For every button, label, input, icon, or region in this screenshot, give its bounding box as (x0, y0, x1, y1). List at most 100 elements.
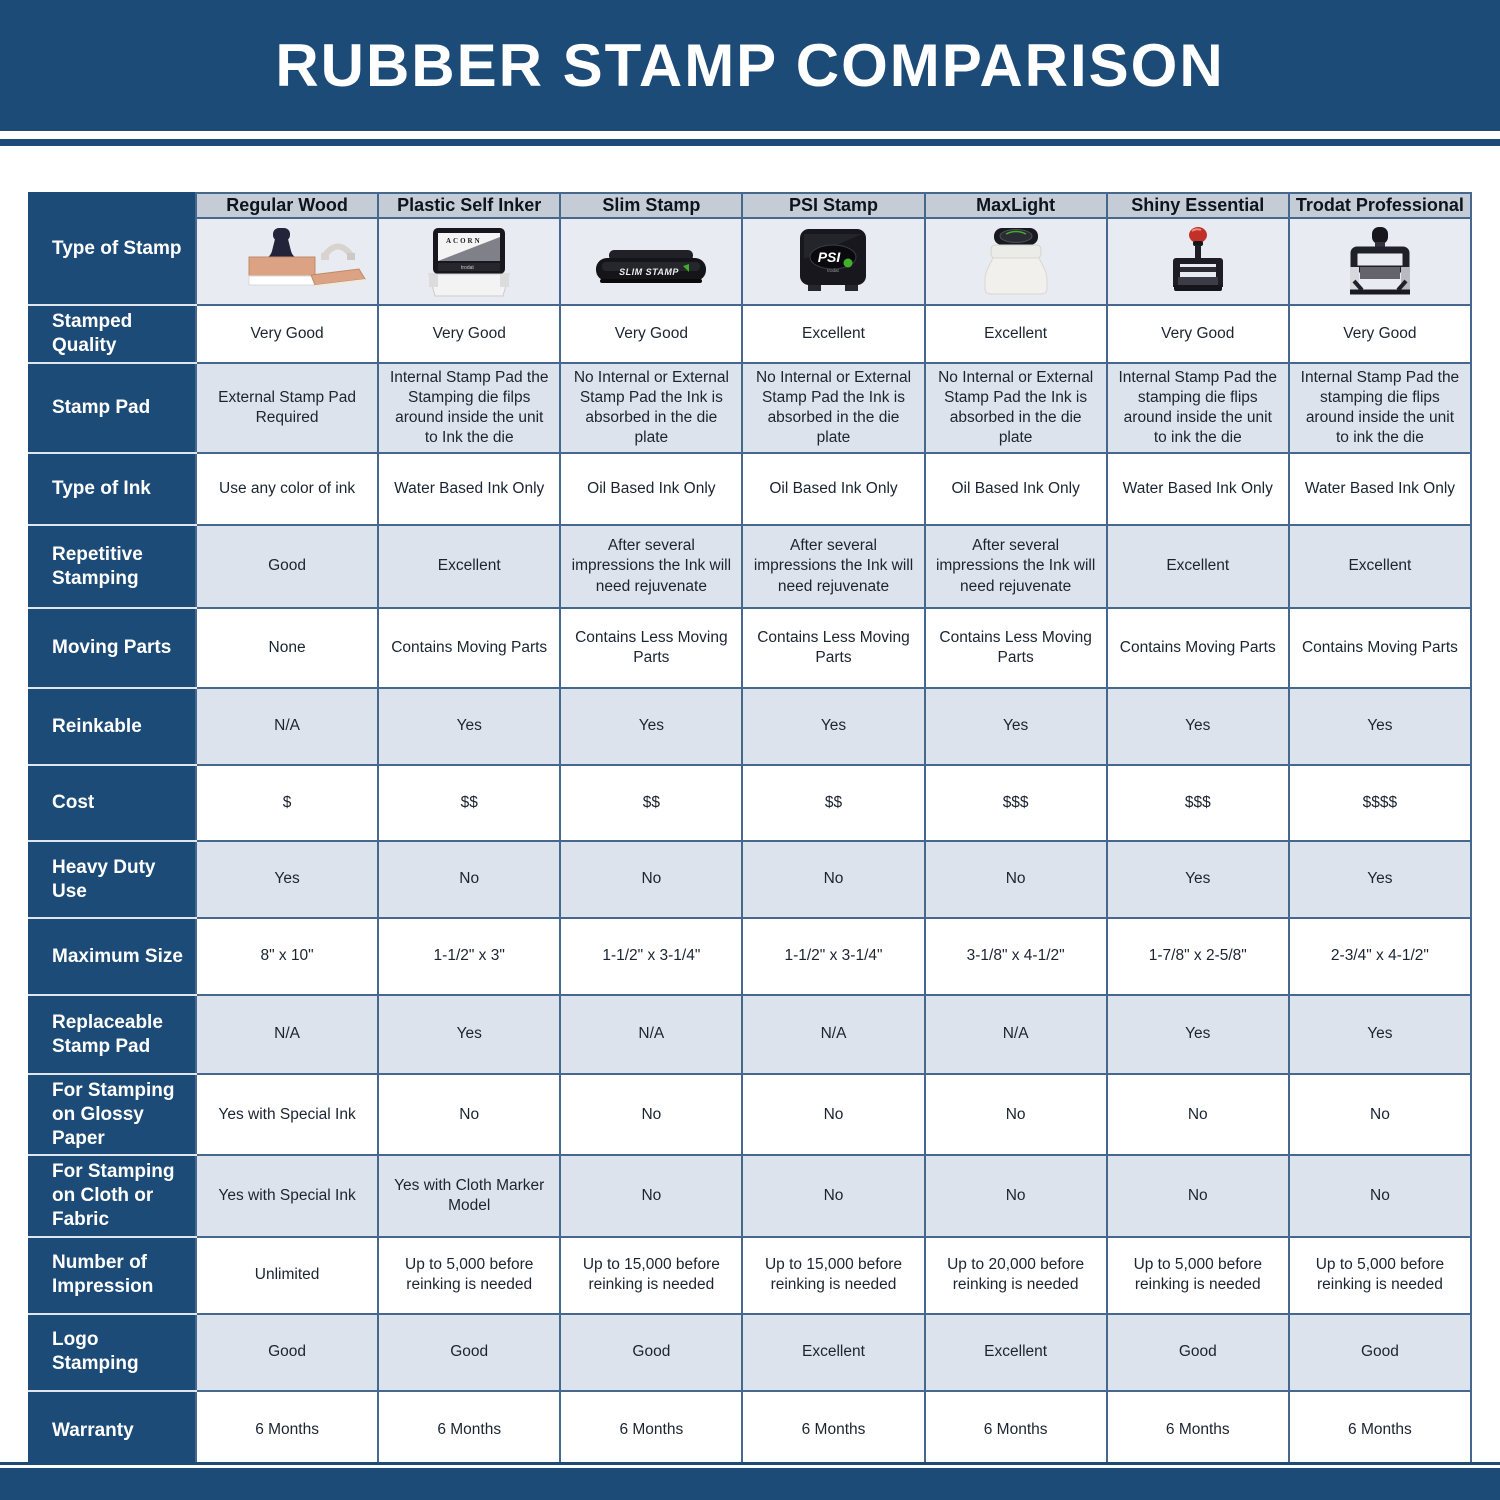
table-cell: Excellent (1287, 524, 1473, 610)
table-row: Repetitive Stamping Good Excellent After se… (28, 524, 1473, 610)
table-cell: Yes (1287, 687, 1473, 767)
table-cell: No (559, 1154, 744, 1238)
table-cell: 6 Months (377, 1389, 562, 1472)
svg-text:PSI: PSI (818, 249, 842, 265)
table-row: For Stamping on Glossy Paper Yes with Spe… (28, 1073, 1473, 1157)
table-cell: Very Good (1287, 304, 1473, 364)
table-cell: $$$$ (1287, 764, 1473, 843)
regular-wood-stamp-cell (194, 217, 380, 306)
column-header-regular-wood: Regular Wood (194, 192, 380, 219)
table-cell: Contains Moving Parts (1105, 607, 1290, 690)
table-cell: No (741, 840, 926, 920)
svg-text:SLIM STAMP: SLIM STAMP (619, 267, 679, 277)
row-label: Reinkable (28, 687, 197, 767)
table-cell: No (1287, 1073, 1473, 1157)
table-cell: $ (194, 764, 380, 843)
table-cell: No Internal or External Stamp Pad the In… (741, 361, 926, 455)
table-cell: N/A (194, 687, 380, 767)
table-cell: No (559, 840, 744, 920)
shiny-essential-stamp-cell (1105, 217, 1290, 306)
table-row: Heavy Duty Use Yes No No No No Yes Yes (28, 840, 1473, 920)
table-row: Cost $ $$ $$ $$ $$$ $$$ $$$$ (28, 764, 1473, 843)
plastic-self-inker-stamp-cell: ACORN trodat (377, 217, 562, 306)
footer (0, 1462, 1500, 1500)
table-cell: Up to 5,000 before reinking is needed (1287, 1235, 1473, 1315)
table-cell: Up to 15,000 before reinking is needed (559, 1235, 744, 1315)
table-cell: Use any color of ink (194, 452, 380, 527)
table-cell: After several impressions the Ink will n… (741, 524, 926, 610)
table-cell: 2-3/4" x 4-1/2" (1287, 917, 1473, 997)
table-cell: Yes (194, 840, 380, 920)
table-cell: No (377, 840, 562, 920)
table-cell: Yes (1105, 994, 1290, 1076)
table-cell: Very Good (559, 304, 744, 364)
maxlight-stamp-cell (923, 217, 1108, 306)
table-cell: Up to 5,000 before reinking is needed (377, 1235, 562, 1315)
footer-divider-rule (0, 1462, 1500, 1465)
table-cell: 1-1/2" x 3" (377, 917, 562, 997)
table-cell: After several impressions the Ink will n… (559, 524, 744, 610)
table-cell: N/A (741, 994, 926, 1076)
table-body: Stamped Quality Very Good Very Good Very Go… (28, 304, 1473, 1472)
table-cell: 6 Months (194, 1389, 380, 1472)
table-cell: None (194, 607, 380, 690)
table-cell: $$$ (923, 764, 1108, 843)
table-cell: No Internal or External Stamp Pad the In… (559, 361, 744, 455)
table-cell: Yes (559, 687, 744, 767)
table-cell: Good (194, 1312, 380, 1392)
trodat-professional-stamp-icon (1349, 226, 1410, 294)
svg-text:trodat: trodat (828, 268, 840, 273)
table-cell: Contains Less Moving Parts (923, 607, 1108, 690)
table-cell: 6 Months (923, 1389, 1108, 1472)
table-cell: Excellent (377, 524, 562, 610)
table-cell: Good (194, 524, 380, 610)
table-cell: Up to 20,000 before reinking is needed (923, 1235, 1108, 1315)
table-cell: 1-1/2" x 3-1/4" (741, 917, 926, 997)
table-cell: Yes with Cloth Marker Model (377, 1154, 562, 1238)
table-row: Moving Parts None Contains Moving Parts Con… (28, 607, 1473, 690)
table-row: Stamp Pad External Stamp Pad Required Inte… (28, 361, 1473, 455)
table-cell: No (741, 1073, 926, 1157)
table-cell: Contains Less Moving Parts (559, 607, 744, 690)
table-row: Reinkable N/A Yes Yes Yes Yes Yes Yes (28, 687, 1473, 767)
column-header-row: Type of Stamp Regular Wood Plastic Self … (28, 192, 1473, 306)
table-cell: Yes (1287, 840, 1473, 920)
psi-stamp-cell: PSI trodat (741, 217, 926, 306)
table-cell: Oil Based Ink Only (559, 452, 744, 527)
table-cell: Yes (377, 687, 562, 767)
column-header-maxlight: MaxLight (923, 192, 1108, 219)
table-cell: Very Good (1105, 304, 1290, 364)
table-cell: Yes (1105, 840, 1290, 920)
table-cell: Good (377, 1312, 562, 1392)
column-header-shiny-essential: Shiny Essential (1105, 192, 1290, 219)
table-cell: No (559, 1073, 744, 1157)
comparison-table-wrap: Type of Stamp Regular Wood Plastic Self … (28, 192, 1473, 1472)
row-label: Heavy Duty Use (28, 840, 197, 920)
table-cell: N/A (923, 994, 1108, 1076)
table-cell: After several impressions the Ink will n… (923, 524, 1108, 610)
svg-text:ACORN: ACORN (446, 237, 482, 245)
table-cell: Unlimited (194, 1235, 380, 1315)
slim-stamp-cell: SLIM STAMP (559, 217, 744, 306)
slim-stamp-icon: SLIM STAMP (596, 249, 707, 283)
table-cell: Yes (1105, 687, 1290, 767)
table-cell: $$$ (1105, 764, 1290, 843)
table-cell: Excellent (923, 304, 1108, 364)
row-label: Stamp Pad (28, 361, 197, 455)
column-header-plastic-self-inker: Plastic Self Inker (377, 192, 562, 219)
table-cell: No (923, 1073, 1108, 1157)
table-cell: Water Based Ink Only (377, 452, 562, 527)
psi-stamp-icon: PSI trodat (800, 228, 867, 291)
table-cell: No (923, 1154, 1108, 1238)
table-cell: Internal Stamp Pad the stamping die flip… (1287, 361, 1473, 455)
row-label: Logo Stamping (28, 1312, 197, 1392)
table-cell: Yes (741, 687, 926, 767)
table-cell: Contains Moving Parts (1287, 607, 1473, 690)
table-cell: Yes with Special Ink (194, 1154, 380, 1238)
table-cell: Oil Based Ink Only (741, 452, 926, 527)
table-row: Warranty 6 Months 6 Months 6 Months 6 Months… (28, 1389, 1473, 1472)
table-cell: Very Good (377, 304, 562, 364)
maxlight-stamp-icon (984, 227, 1048, 294)
table-cell: $$ (377, 764, 562, 843)
row-label: Maximum Size (28, 917, 197, 997)
